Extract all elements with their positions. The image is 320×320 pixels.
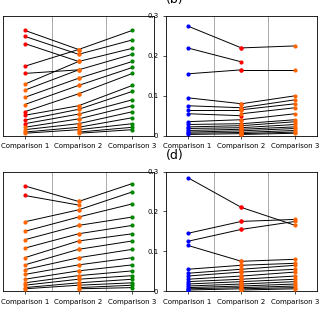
Text: (b): (b): [166, 0, 184, 6]
Text: (d): (d): [166, 149, 184, 162]
